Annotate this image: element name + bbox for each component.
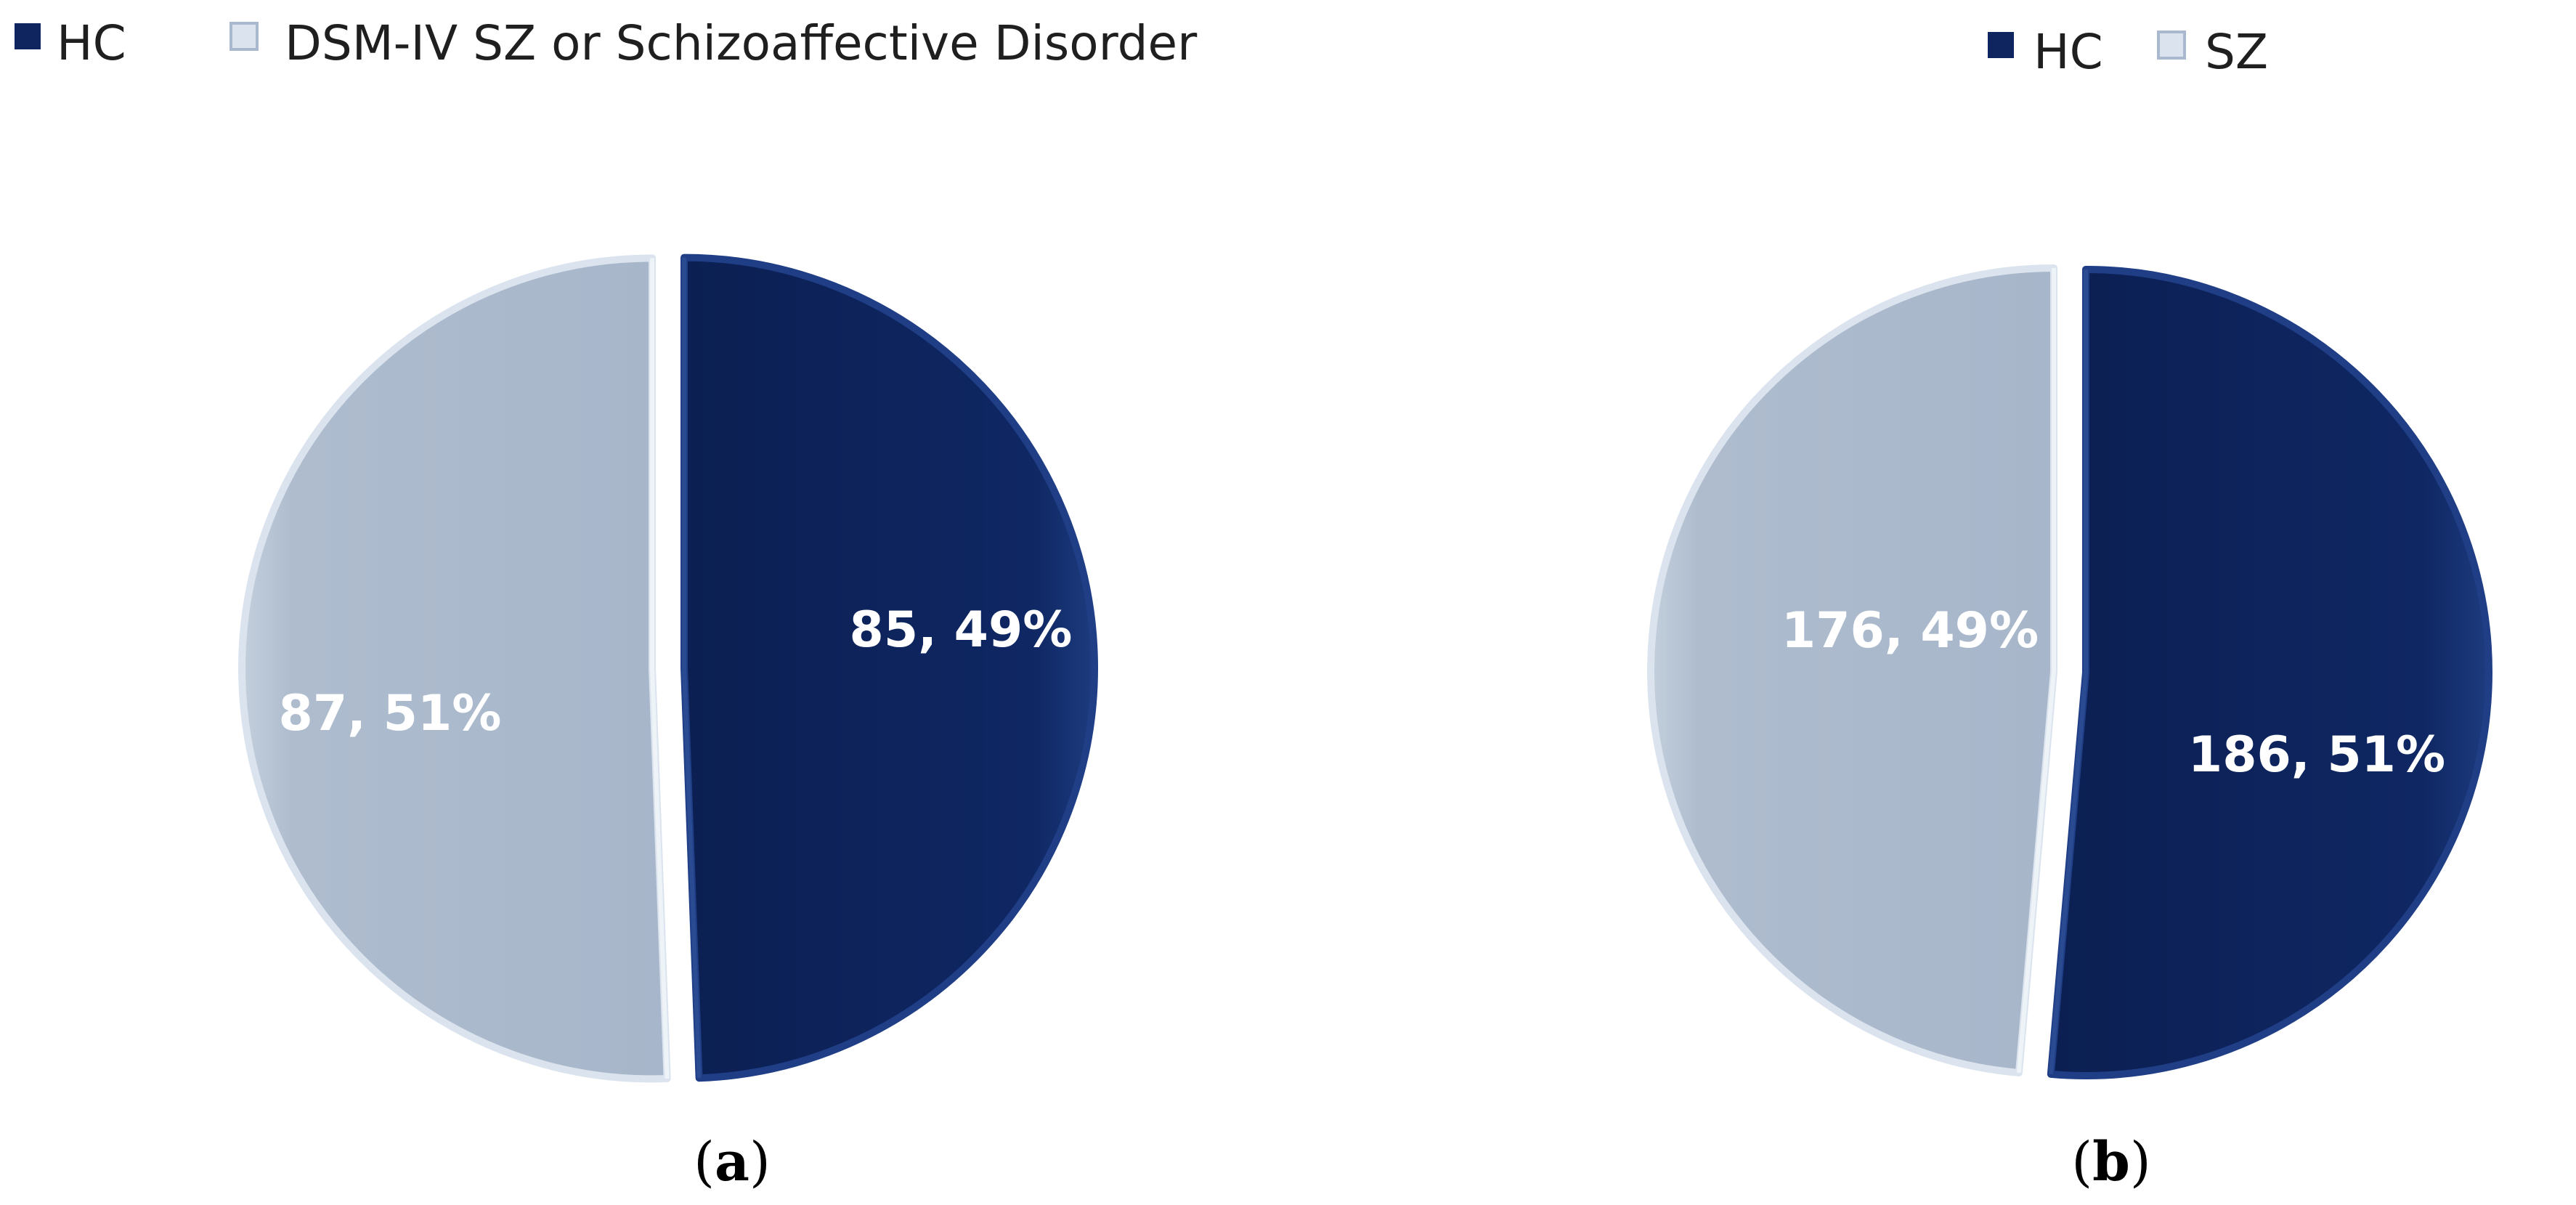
legend-label-hc: HC <box>2033 24 2103 80</box>
legend-label-sz: DSM-IV SZ or Schizoaffective Disorder <box>285 15 1198 71</box>
pie-slices-a <box>237 253 1098 1083</box>
data-label-b-hc: 186, 51% <box>2188 726 2445 784</box>
panel-label-b-open: ( <box>2071 1131 2092 1193</box>
pie-data-labels-b: 186, 51% 176, 49% <box>1781 602 2445 784</box>
pie-slice-a-sz <box>237 254 671 1083</box>
legend-b: HC SZ <box>1988 24 2268 80</box>
pie-slice-edge-b-hc <box>2048 269 2088 1075</box>
legend-item-a-hc: HC <box>15 15 126 71</box>
pie-chart-a: HC DSM-IV SZ or Schizoaffective Disorder… <box>15 15 1198 1193</box>
panel-label-b-letter: b <box>2092 1131 2130 1193</box>
panel-label-a-open: ( <box>694 1131 715 1193</box>
legend-swatch-sz <box>229 22 259 51</box>
pie-chart-b: HC SZ 186, 51% 176, 49% (b) <box>1647 24 2492 1193</box>
pie-slice-b-hc <box>2047 265 2492 1079</box>
pie-slice-edge-a-hc <box>681 257 702 1079</box>
data-label-a-hc: 85, 49% <box>850 601 1073 659</box>
data-label-b-sz: 176, 49% <box>1781 602 2039 660</box>
pie-slice-edge-a-sz <box>650 258 670 1079</box>
panel-label-b-close: ) <box>2130 1131 2151 1193</box>
legend-item-b-hc: HC <box>1988 24 2103 80</box>
pie-data-labels-a: 85, 49% 87, 51% <box>279 601 1073 742</box>
legend-swatch-hc <box>15 23 41 49</box>
legend-a: HC DSM-IV SZ or Schizoaffective Disorder <box>15 15 1198 71</box>
panel-label-a: (a) <box>694 1131 771 1193</box>
pie-slices-b <box>1647 264 2492 1079</box>
data-label-a-sz: 87, 51% <box>279 685 502 742</box>
legend-swatch-sz <box>2157 31 2186 60</box>
pie-slice-a-hc <box>680 253 1098 1082</box>
panel-label-b: (b) <box>2071 1131 2151 1193</box>
legend-swatch-hc <box>1988 32 2014 58</box>
legend-label-hc: HC <box>57 15 126 71</box>
panel-label-a-letter: a <box>715 1131 749 1193</box>
panel-label-a-close: ) <box>749 1131 771 1193</box>
legend-item-a-sz: DSM-IV SZ or Schizoaffective Disorder <box>229 15 1198 71</box>
legend-item-b-sz: SZ <box>2157 24 2268 80</box>
pie-slice-b-sz <box>1647 264 2058 1076</box>
pie-slice-edge-b-sz <box>2016 268 2057 1074</box>
legend-label-sz: SZ <box>2205 24 2268 80</box>
